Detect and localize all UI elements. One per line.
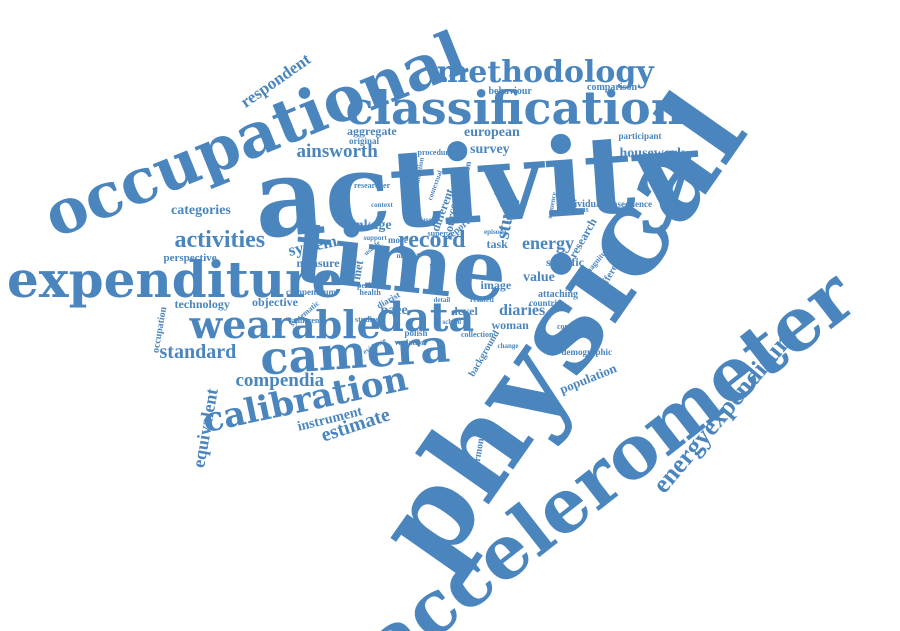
word-countrie: countrie [529, 297, 561, 308]
word-procedure: procedure [417, 148, 453, 157]
word-categories: categories [171, 203, 231, 218]
word-related: related [470, 295, 494, 304]
word-data: data [376, 294, 475, 341]
word-adherence: adherence [291, 316, 327, 325]
word-studies: studies [355, 315, 379, 324]
word-compendia: compendia [235, 369, 325, 391]
word-individual: individual [560, 199, 604, 210]
word-measure: measure [296, 256, 340, 270]
word-energy: energy [522, 233, 574, 253]
word-detail: detail [433, 295, 451, 304]
word-wearable: wearable [189, 302, 381, 347]
word-activities: activities [174, 227, 266, 253]
word-variation: variation [394, 338, 426, 347]
word-analysis: analysis [561, 205, 589, 214]
word-aggregate: aggregate [347, 124, 397, 138]
word-comparison: comparison [587, 82, 637, 93]
word-change: change [497, 341, 519, 350]
word-linkage: linkage [348, 218, 392, 233]
word-housework: housework [619, 146, 685, 161]
word-episode: episode [484, 227, 507, 236]
word-methodology: methodology [436, 55, 654, 90]
word-method: method [396, 251, 420, 260]
word-diaries: diaries [499, 302, 546, 319]
word-specific: specific [546, 255, 584, 269]
word-perspective: perspective [163, 251, 217, 264]
word-attaching: attaching [538, 289, 578, 300]
word-survey: survey [470, 142, 510, 157]
word-consequence: consequence [604, 198, 652, 209]
word-health: health [359, 288, 381, 297]
word-original: original [349, 135, 380, 146]
word-woman: woman [491, 318, 529, 332]
word-paee: paee [380, 303, 408, 318]
word-image: image [480, 278, 512, 292]
word-polish: polish [404, 327, 428, 338]
word-reason: reason [416, 215, 436, 224]
word-objective: objective [252, 295, 298, 309]
word-ainsworth: ainsworth [296, 140, 378, 162]
word-conclusion: conclusion [557, 322, 594, 331]
word-compendium: compendium [286, 286, 337, 297]
word-met: met [348, 259, 366, 281]
word-researcher: researcher [354, 181, 391, 190]
word-period: period [357, 281, 380, 290]
word-record: record [398, 227, 466, 253]
word-behaviour: behaviour [488, 86, 532, 97]
word-demographic: demographic [561, 346, 613, 357]
word-school: school [442, 317, 462, 326]
word-more: more [388, 234, 408, 245]
word-participant: participant [618, 130, 662, 141]
word-task: task [486, 237, 508, 251]
word-super: super [427, 229, 447, 238]
word-support: support [363, 233, 387, 242]
word-european: european [464, 125, 520, 140]
word-expenditure: expenditure [7, 250, 344, 309]
word-collection: collection [461, 330, 494, 339]
word-standard: standard [159, 341, 237, 363]
word-value: value [523, 270, 555, 285]
word-level: level [454, 304, 478, 318]
word-technology: technology [174, 297, 230, 311]
word-context: context [371, 200, 393, 209]
word-self: self [429, 259, 443, 270]
word-classification: classification [345, 81, 685, 135]
